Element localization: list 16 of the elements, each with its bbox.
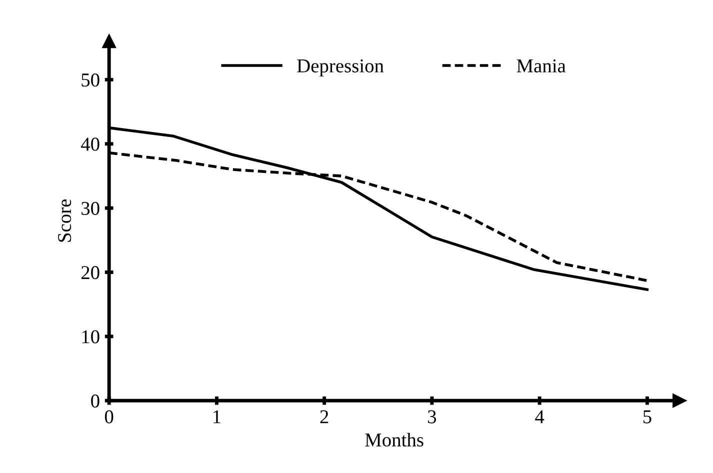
y-tick-label: 0 <box>91 394 100 408</box>
x-tick-label: 3 <box>428 410 436 424</box>
y-tick-label: 40 <box>80 138 100 151</box>
x-tick-label: 0 <box>104 410 114 424</box>
y-tick-label: 30 <box>82 202 100 215</box>
legend-label: Mania <box>516 59 566 72</box>
x-axis-title: Months <box>365 432 424 447</box>
y-tick-label: 20 <box>81 266 100 280</box>
x-tick-label: 5 <box>643 410 652 424</box>
x-tick-label: 4 <box>535 410 544 424</box>
y-axis-title: Score <box>58 199 72 242</box>
x-tick-label: 1 <box>214 410 220 424</box>
legend-label: Depression <box>297 59 384 76</box>
y-tick-label: 50 <box>82 73 100 87</box>
x-tick-label: 2 <box>320 410 328 424</box>
y-tick-label: 10 <box>82 330 100 344</box>
